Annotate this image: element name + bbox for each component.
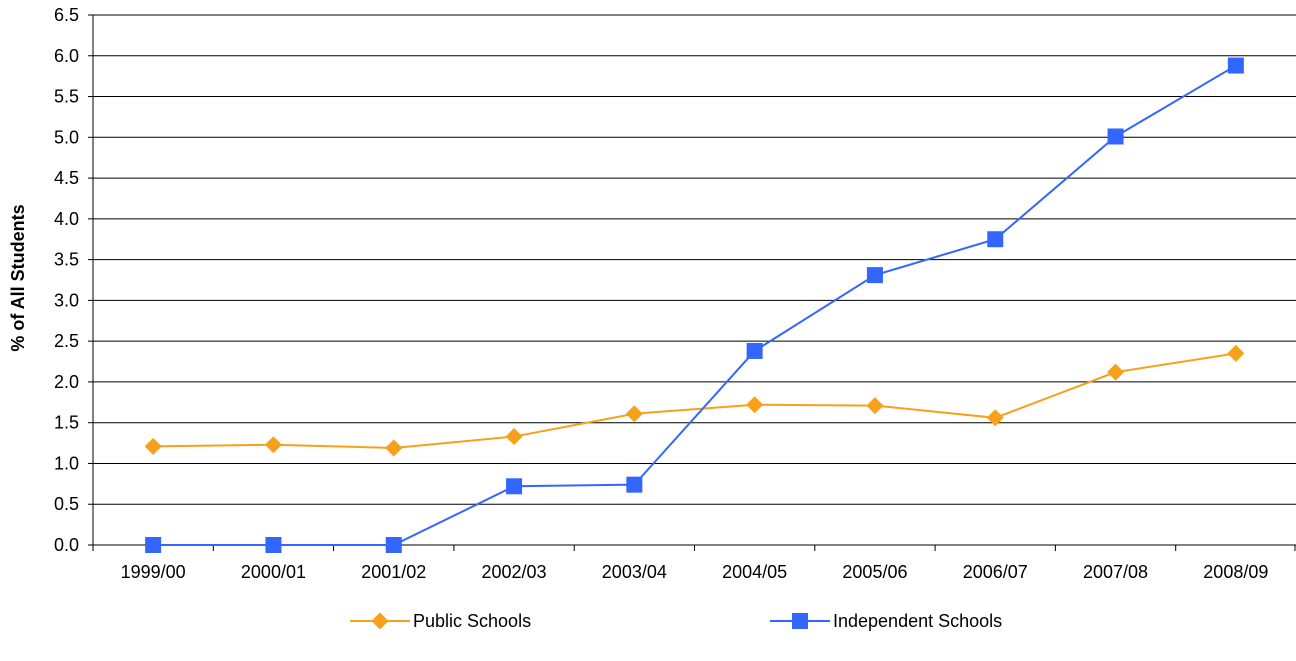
y-axis-title: % of All Students [8,204,28,351]
y-tick-label: 2.5 [54,331,79,351]
legend-label: Independent Schools [833,611,1002,631]
y-tick-label: 4.0 [54,209,79,229]
data-point [746,342,763,359]
y-tick-label: 0.5 [54,494,79,514]
x-tick-label: 2007/08 [1083,562,1148,582]
x-tick-label: 2001/02 [361,562,426,582]
data-point [1107,128,1124,145]
legend-item: Public Schools [350,611,531,631]
series-line [153,64,1237,546]
data-point [626,476,643,493]
x-tick-label: 1999/00 [121,562,186,582]
x-tick-label: 2004/05 [722,562,787,582]
data-point [265,537,282,553]
x-tick-label: 2006/07 [963,562,1028,582]
y-tick-label: 6.0 [54,46,79,66]
y-tick-label: 6.5 [54,5,79,25]
data-point [385,439,403,457]
data-point [385,537,402,553]
y-tick-label: 0.0 [54,535,79,555]
data-point [144,437,162,455]
legend-label: Public Schools [413,611,531,631]
data-point [625,405,643,423]
y-tick-label: 3.5 [54,250,79,270]
x-tick-label: 2003/04 [602,562,667,582]
x-tick-label: 2008/09 [1203,562,1268,582]
data-point [1227,344,1245,362]
y-tick-label: 3.0 [54,290,79,310]
legend: Public Schools Independent Schools [350,611,1002,631]
x-tick-labels: 1999/00 2000/01 2001/02 2002/03 2003/04 2004/… [121,562,1269,582]
series-1 [145,57,1244,553]
gridlines [93,14,1296,505]
y-tick-label: 1.0 [54,453,79,473]
data-point [145,537,162,553]
series-layer [144,57,1245,553]
data-point [264,436,282,454]
data-point [505,428,523,446]
data-point [506,478,523,495]
y-tick-label: 2.0 [54,372,79,392]
data-point [986,409,1004,427]
data-point [987,231,1004,248]
axes [88,14,1296,551]
y-tick-labels: 0.0 0.5 1.0 1.5 2.0 2.5 3.0 3.5 4.0 4.5 5.0 5.5 6.0 6… [54,5,79,555]
series-line [153,352,1237,449]
x-tick-label: 2002/03 [482,562,547,582]
y-tick-label: 4.5 [54,168,79,188]
data-point [1227,57,1244,74]
data-point [1107,363,1125,381]
series-0 [144,344,1245,457]
y-tick-label: 5.0 [54,127,79,147]
data-point [866,397,884,415]
legend-swatch-marker [792,613,808,629]
x-tick-label: 2005/06 [842,562,907,582]
x-tick-label: 2000/01 [241,562,306,582]
data-point [746,396,764,414]
data-point [866,267,883,284]
legend-item: Independent Schools [770,611,1002,631]
y-tick-label: 5.5 [54,87,79,107]
legend-swatch-marker [371,612,389,630]
y-tick-label: 1.5 [54,413,79,433]
